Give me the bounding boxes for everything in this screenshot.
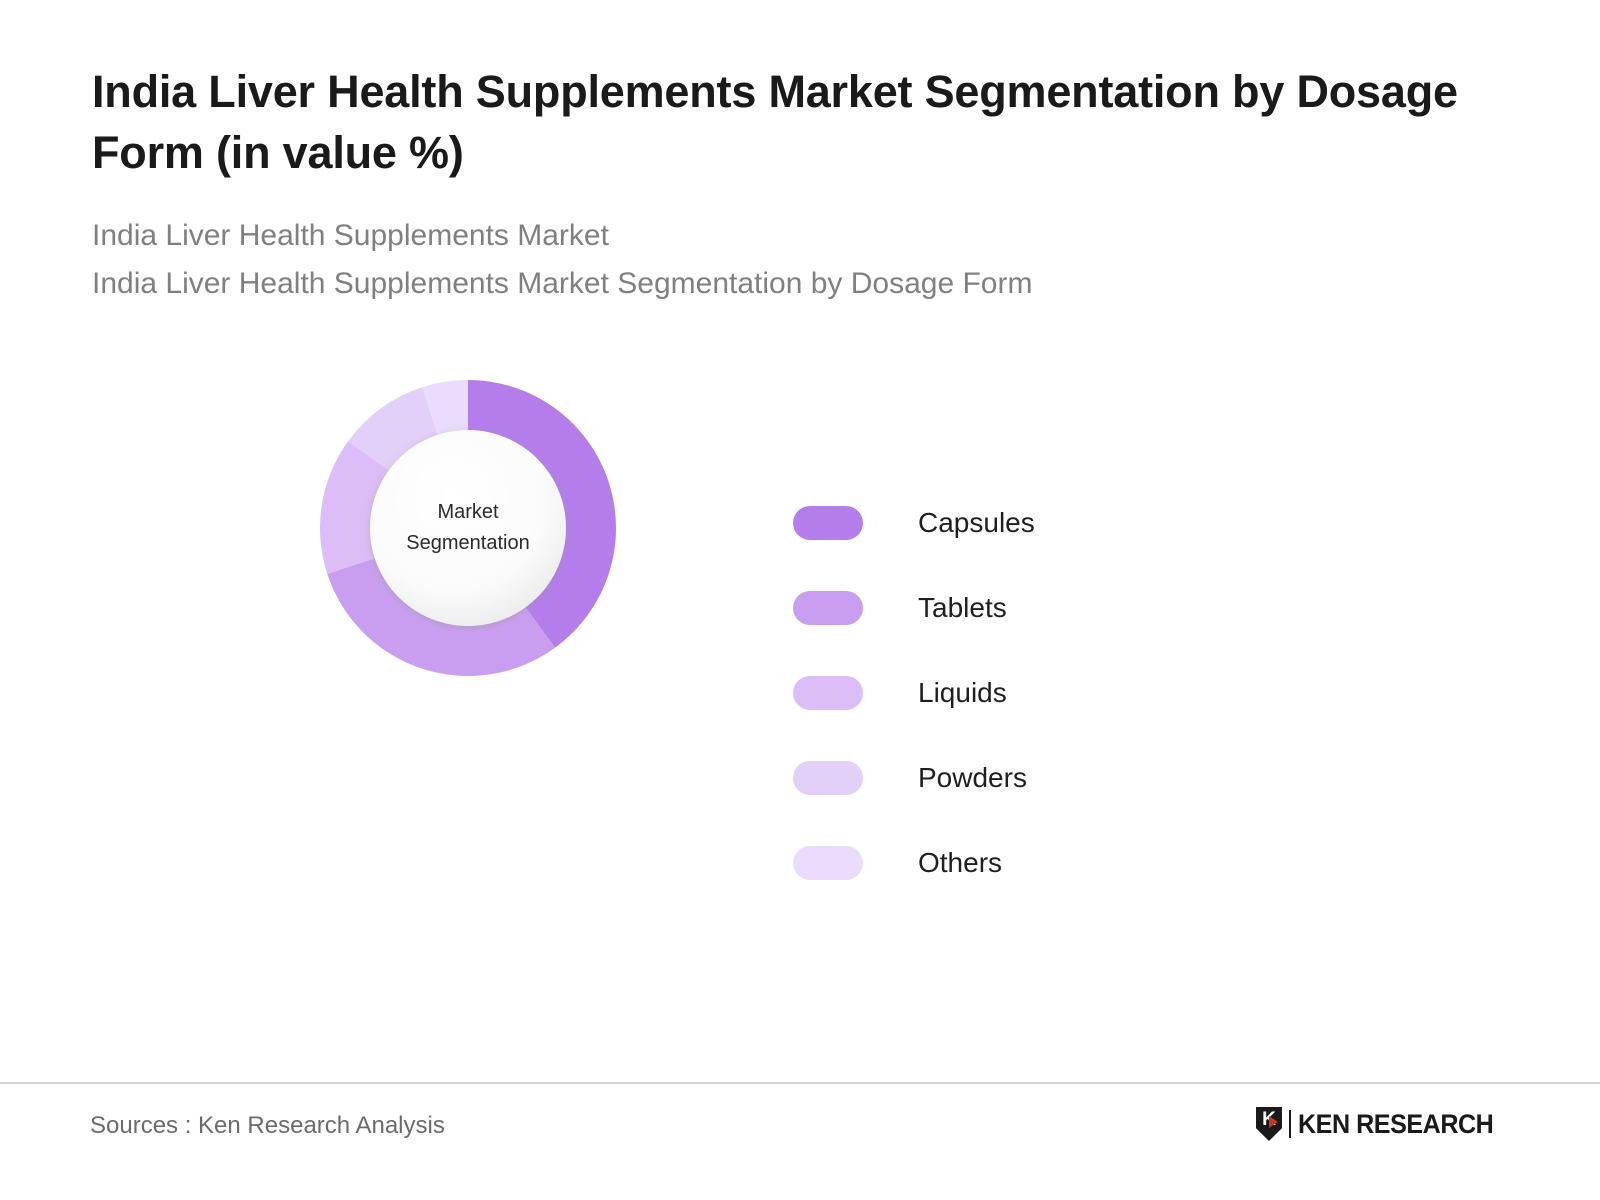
brand-divider xyxy=(1288,1110,1291,1138)
donut-hole xyxy=(370,430,566,626)
legend-item-label: Tablets xyxy=(918,591,1007,623)
legend-swatch-icon xyxy=(793,675,863,710)
donut-svg xyxy=(320,380,616,676)
brand-logo: K KEN RESEARCH xyxy=(1255,1106,1508,1142)
legend-item[interactable]: Others xyxy=(793,820,1213,905)
legend-swatch-icon xyxy=(793,505,863,540)
legend-swatch-icon xyxy=(793,845,863,880)
shield-icon: K xyxy=(1255,1107,1282,1141)
chart-legend: Capsules Tablets Liquids Powders Others xyxy=(793,480,1213,905)
brand-name: KEN RESEARCH xyxy=(1297,1108,1494,1139)
header: India Liver Health Supplements Market Se… xyxy=(92,62,1512,308)
legend-item[interactable]: Powders xyxy=(793,735,1213,820)
subtitle-block: India Liver Health Supplements Market In… xyxy=(92,212,1512,308)
donut-chart: Market Segmentation xyxy=(320,380,616,676)
brand-accent-triangle-icon xyxy=(1268,1116,1278,1128)
legend-item-label: Capsules xyxy=(918,506,1035,538)
chart-area: Market Segmentation Capsules Tablets Liqui… xyxy=(0,360,1600,1060)
page-title: India Liver Health Supplements Market Se… xyxy=(92,66,1458,178)
legend-item[interactable]: Tablets xyxy=(793,565,1213,650)
footer: Sources : Ken Research Analysis K KEN RE… xyxy=(0,1084,1600,1200)
subtitle-line-1: India Liver Health Supplements Market xyxy=(92,218,609,252)
subtitle-line-2: India Liver Health Supplements Market Se… xyxy=(92,266,1033,300)
legend-swatch-icon xyxy=(793,760,863,795)
legend-swatch-icon xyxy=(793,590,863,625)
legend-item[interactable]: Liquids xyxy=(793,650,1213,735)
legend-item-label: Powders xyxy=(918,761,1027,793)
source-note: Sources : Ken Research Analysis xyxy=(90,1112,445,1139)
legend-item-label: Others xyxy=(918,846,1003,878)
legend-item-label: Liquids xyxy=(918,676,1007,708)
legend-item[interactable]: Capsules xyxy=(793,480,1213,565)
footer-divider xyxy=(0,1082,1600,1084)
